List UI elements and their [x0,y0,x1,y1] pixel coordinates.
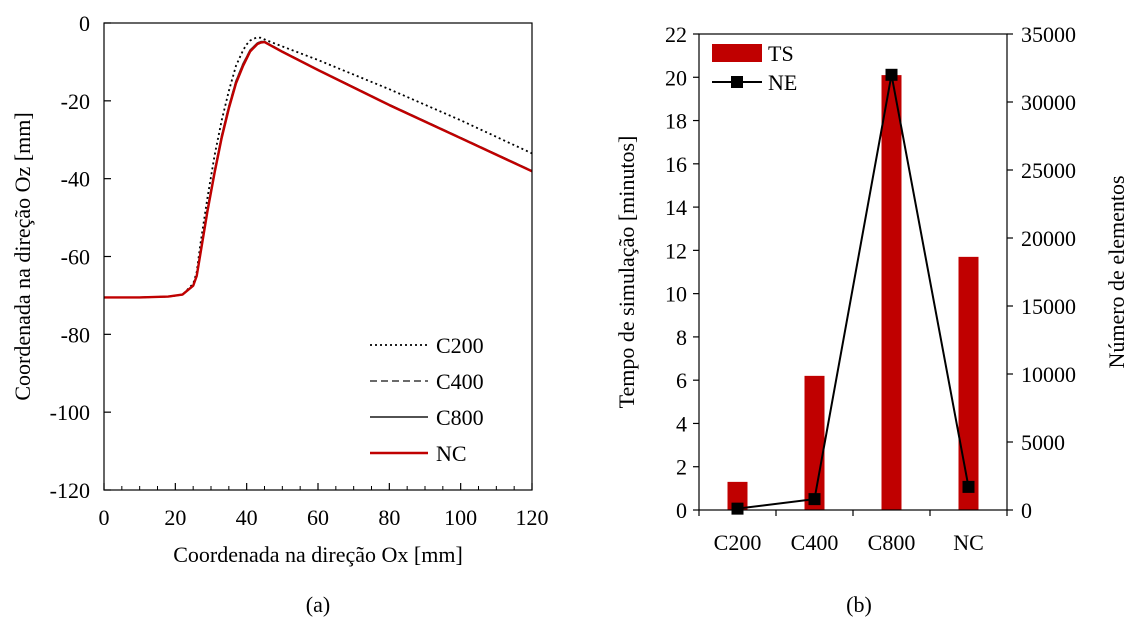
panel-a-series-line-c800 [104,40,533,299]
panel-b-x-tick-label: C400 [791,530,839,555]
panel-b-ne-polyline [737,74,970,510]
panel-b-ticks: 0 2 4 6 8 10 12 14 16 18 20 22 0 5000 10000 15000 20000 2… [665,22,1076,555]
panel-a-y-tick-label: -80 [61,322,90,347]
panel-b-left-tick-label: 12 [665,238,687,263]
panel-a-series-lines [104,36,533,299]
panel-b-bars [727,75,979,510]
panel-a-x-axis-label: Coordenada na direção Ox [mm] [173,542,463,567]
panel-a-x-tick-label: 40 [236,505,258,530]
panel-a-x-tick-label: 100 [444,505,477,530]
panel-b-legend-swatch-ne-marker [731,76,743,88]
panel-b-ne-marker-nc [962,480,975,493]
panel-b-left-tick-label: 22 [665,22,687,47]
panel-b-bar-nc [958,256,979,510]
panel-b-legend: TS NE [712,41,797,95]
panel-a-y-tick-label: -60 [61,245,90,270]
panel-b-ne-line [731,68,975,515]
panel-b-bar-line-chart: 0 2 4 6 8 10 12 14 16 18 20 22 0 5000 10000 15000 20000 2… [614,22,1129,617]
panel-b-ne-marker-c400 [808,493,821,506]
panel-b-legend-swatch-ts [712,44,762,62]
panel-b-right-tick-label: 25000 [1021,158,1076,183]
panel-a-series-line-c400 [104,40,533,299]
panel-b-x-tick-label: C800 [868,530,916,555]
panel-a-y-tick-label: -40 [61,167,90,192]
panel-b-right-tick-label: 10000 [1021,362,1076,387]
panel-b-ne-marker-c800 [885,68,898,81]
panel-a-x-tick-label: 80 [378,505,400,530]
panel-a-legend: C200 C400 C800 NC [370,333,484,466]
panel-a-y-axis-label: Coordenada na direção Oz [mm] [10,112,35,400]
panel-b-bar-c400 [804,375,825,510]
panel-b-left-tick-label: 20 [665,65,687,90]
panel-b-right-tick-label: 0 [1021,498,1032,523]
panel-b-left-tick-label: 4 [676,411,687,436]
panel-b-left-tick-label: 2 [676,455,687,480]
panel-b-legend-label: TS [768,41,794,66]
panel-a-legend-label: C200 [436,333,484,358]
panel-b-caption-label: (b) [846,592,872,617]
panel-b-right-tick-label: 35000 [1021,22,1076,47]
panel-a-line-chart: 0 20 40 60 80 100 120 -120 -100 -80 -60 -40 -20 0 Coo… [10,11,549,617]
panel-b-right-tick-label: 5000 [1021,430,1065,455]
panel-a-y-tick-label: -100 [50,400,90,425]
panel-b-x-tick-label: C200 [714,530,762,555]
panel-b-bar-c800 [881,75,902,510]
panel-b-left-tick-label: 16 [665,152,687,177]
panel-b-left-tick-label: 14 [665,195,687,220]
panel-b-left-axis-label: Tempo de simulação [minutos] [614,136,639,409]
panel-b-right-tick-label: 15000 [1021,294,1076,319]
panel-a-series-line-c200 [104,36,533,299]
panel-a-y-tick-label: 0 [79,11,90,36]
panel-a-caption-label: (a) [306,592,330,617]
panel-a-ticks: 0 20 40 60 80 100 120 -120 -100 -80 -60 -40 -20 0 [50,11,549,530]
panel-b-left-tick-label: 6 [676,368,687,393]
panel-a-legend-label: C800 [436,405,484,430]
panel-a-x-tick-label: 60 [307,505,329,530]
panel-b-legend-label: NE [768,70,797,95]
panel-b-left-tick-label: 0 [676,498,687,523]
panel-b-left-tick-label: 18 [665,109,687,134]
panel-a-y-tick-label: -120 [50,478,90,503]
panel-b-right-tick-label: 30000 [1021,90,1076,115]
panel-b-ne-marker-c200 [731,502,744,515]
panel-a-x-tick-label: 0 [99,505,110,530]
panel-a-legend-label: C400 [436,369,484,394]
panel-b-left-tick-label: 10 [665,282,687,307]
panel-b-right-tick-label: 20000 [1021,226,1076,251]
panel-a-x-tick-label: 120 [516,505,549,530]
panel-a-x-tick-label: 20 [164,505,186,530]
panel-b-x-tick-label: NC [953,530,984,555]
panel-a-legend-label: NC [436,441,467,466]
panel-a-series-line-nc [104,40,533,299]
panel-b-left-tick-label: 8 [676,325,687,350]
panel-a-y-tick-label: -20 [61,89,90,114]
panel-b-right-axis-label: Número de elementos [1104,175,1129,368]
